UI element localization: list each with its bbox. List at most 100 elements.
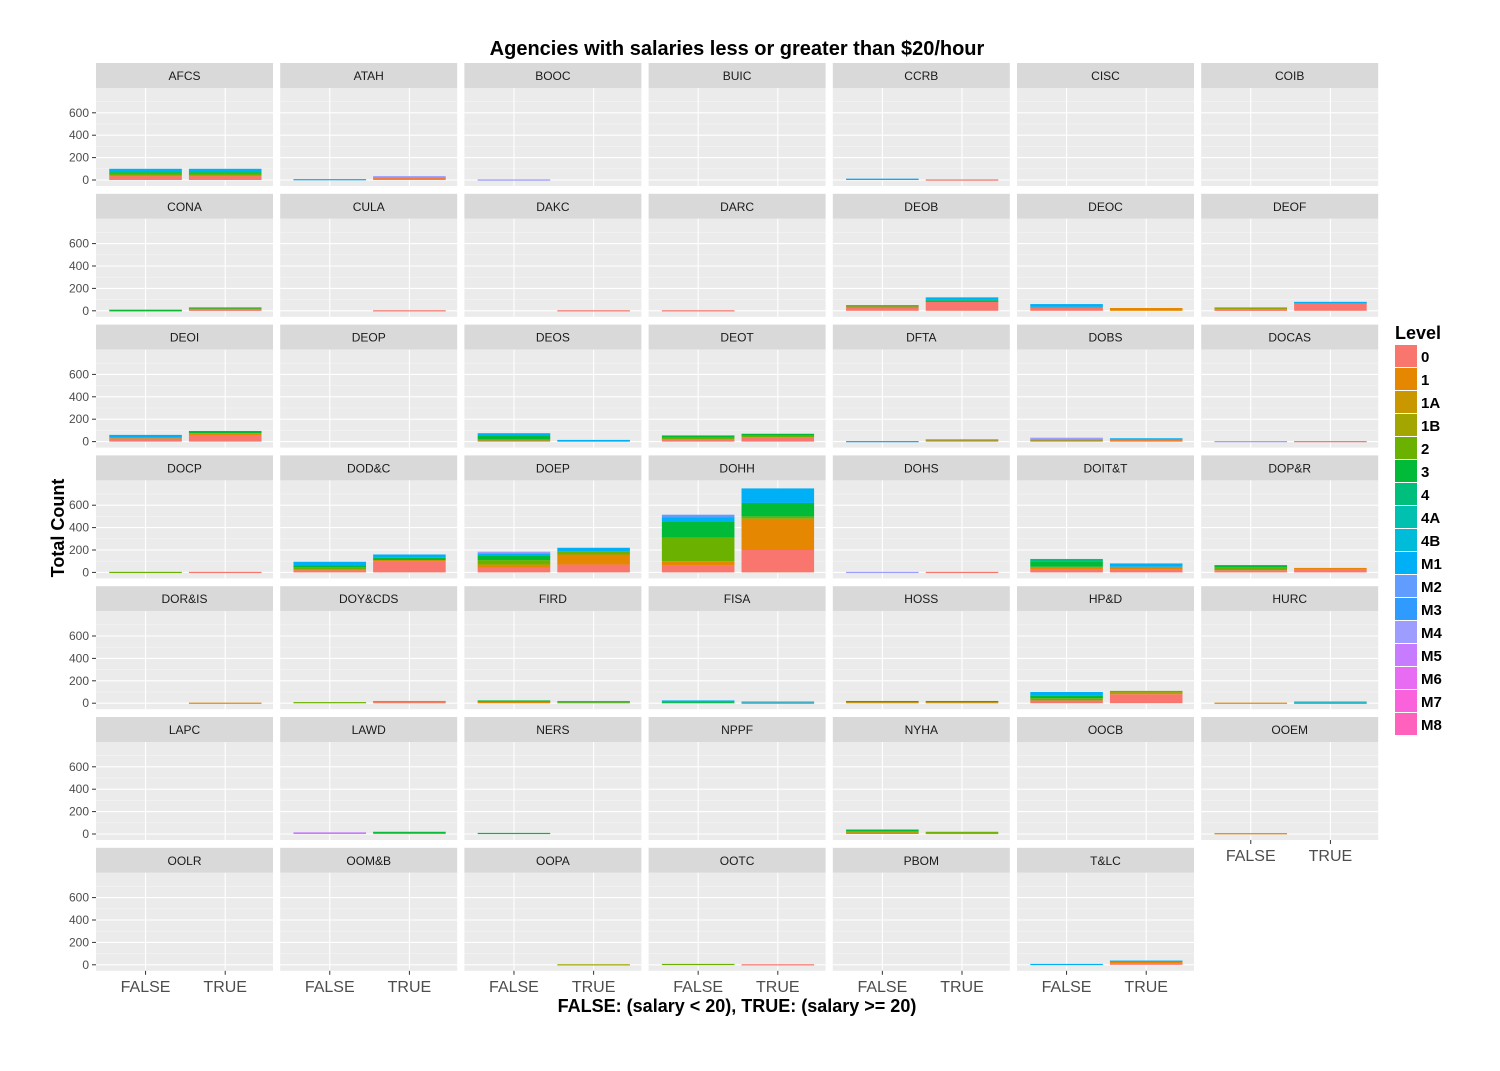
facet-oopa: OOPA FALSE TRUE [464, 847, 642, 996]
bar-segment-true-level-3 [373, 831, 446, 833]
facet-strip [464, 717, 642, 742]
legend-key-3 [1395, 460, 1417, 482]
bar-segment-true-level-1 [373, 832, 446, 835]
facet-strip-label: DEOS [536, 331, 570, 345]
legend-key-m3 [1395, 598, 1417, 620]
panel-background [464, 611, 642, 710]
facet-deoi: DEOI 0 200 400 600 [69, 324, 273, 449]
facet-strip-label: DOR&IS [161, 592, 207, 606]
y-tick-label: 600 [69, 367, 89, 381]
facet-strip [832, 847, 1010, 873]
facet-strip [464, 455, 642, 481]
bar-segment-false-level-0 [661, 565, 735, 573]
legend-label-m1: M1 [1421, 556, 1442, 573]
y-tick-label: 200 [69, 151, 89, 165]
bar-segment-false-level-2 [661, 537, 735, 562]
bar-segment-true-level-0 [741, 437, 815, 442]
facet-strip [280, 717, 458, 742]
facet-afcs: AFCS 0 200 400 600 [69, 63, 273, 187]
panel-background [648, 349, 826, 448]
bar-segment-true-level-1 [373, 560, 446, 562]
y-tick-label: 0 [82, 565, 89, 579]
facet-nyha: NYHA [832, 717, 1010, 840]
bar-segment-false-level-2 [1030, 439, 1103, 441]
facet-lapc: LAPC 0 200 400 600 [69, 717, 273, 841]
facet-strip-label: CULA [353, 200, 385, 214]
facet-strip [96, 586, 273, 612]
bar-segment-false-level-3 [477, 832, 551, 835]
bar-segment-false-level-4 [109, 171, 182, 173]
panel-background [1201, 218, 1379, 317]
bar-segment-false-level-0 [846, 308, 919, 311]
facet-strip [464, 586, 642, 612]
panel-background [832, 88, 1010, 186]
panel-background [280, 611, 458, 710]
facet-strip-label: DFTA [906, 331, 936, 345]
panel-background [464, 872, 642, 971]
facet-strip [1017, 455, 1194, 481]
facet-strip [1201, 455, 1379, 481]
facet-strip [280, 455, 458, 481]
bar-segment-false-level-0 [661, 310, 735, 312]
bar-segment-true-level-3 [741, 433, 815, 436]
facet-deoc: DEOC [1017, 193, 1194, 317]
bar-segment-false-level-2 [109, 571, 182, 574]
bar-segment-false-level-3 [846, 829, 919, 832]
facet-t-lc: T&LC FALSE TRUE [1017, 847, 1194, 996]
y-tick-label: 200 [69, 935, 89, 949]
bar-segment-true-level-2 [188, 173, 262, 176]
bar-segment-false-level-m1 [109, 168, 182, 172]
facet-hp-d: HP&D [1017, 586, 1194, 710]
y-tick-label: 0 [82, 827, 89, 841]
facet-lawd: LAWD [280, 717, 458, 840]
x-tick-label: TRUE [388, 979, 432, 996]
y-tick-label: 400 [69, 782, 89, 796]
panel-background [1017, 88, 1194, 186]
x-tick-label: TRUE [203, 979, 247, 996]
x-tick-label: FALSE [857, 979, 907, 996]
bar-segment-true-level-0 [925, 179, 999, 181]
x-tick-label: FALSE [673, 979, 723, 996]
facet-strip-label: DEOT [720, 331, 754, 345]
bar-segment-true-level-2 [741, 516, 815, 519]
chart-title: Agencies with salaries less or greater t… [490, 38, 985, 60]
bar-segment-false-level-0 [109, 438, 182, 442]
panel-background [464, 218, 642, 317]
bar-segment-false-level-3 [661, 435, 735, 438]
facet-strip-label: HURC [1272, 592, 1307, 606]
legend-key-m1 [1395, 552, 1417, 574]
bar-segment-false-level-m1 [1030, 304, 1103, 307]
facet-strip-label: DOY&CDS [339, 592, 398, 606]
x-axis-title: FALSE: (salary < 20), TRUE: (salary >= 2… [558, 996, 917, 1016]
bar-segment-false-level-2 [477, 439, 551, 441]
bar-segment-true-level-m1 [188, 168, 262, 172]
bar-segment-true-level-3 [188, 430, 262, 434]
y-tick-label: 200 [69, 543, 89, 557]
facet-strip-label: CISC [1091, 69, 1120, 83]
bar-segment-true-level-0 [1109, 963, 1183, 965]
bar-segment-true-level-1 [188, 308, 262, 310]
bar-segment-true-level-0 [741, 550, 815, 573]
bar-segment-true-level-0 [373, 310, 446, 312]
facet-strip-label: OOTC [720, 854, 755, 868]
bar-segment-true-level-4 [925, 299, 999, 301]
bar-segment-false-level-1 [477, 700, 551, 704]
facet-strip-label: AFCS [168, 69, 200, 83]
facet-dohs: DOHS [832, 455, 1010, 579]
panel-background [96, 742, 273, 840]
bar-segment-true-level-m1 [557, 439, 630, 442]
facet-strip [96, 324, 273, 350]
legend-label-1a: 1A [1421, 395, 1440, 412]
facet-strip-label: DOEP [536, 461, 570, 475]
y-tick-label: 600 [69, 237, 89, 251]
bar-segment-true-level-0 [925, 440, 999, 442]
facet-strip-label: DOCP [167, 461, 202, 475]
y-tick-label: 200 [69, 674, 89, 688]
panel-background [464, 742, 642, 840]
bar-segment-true-level-m1 [557, 547, 630, 552]
bar-segment-false-level-2 [1030, 698, 1103, 701]
bar-segment-true-level-2 [741, 435, 815, 438]
facet-ccrb: CCRB [832, 63, 1010, 186]
bar-segment-true-level-0 [188, 176, 262, 180]
